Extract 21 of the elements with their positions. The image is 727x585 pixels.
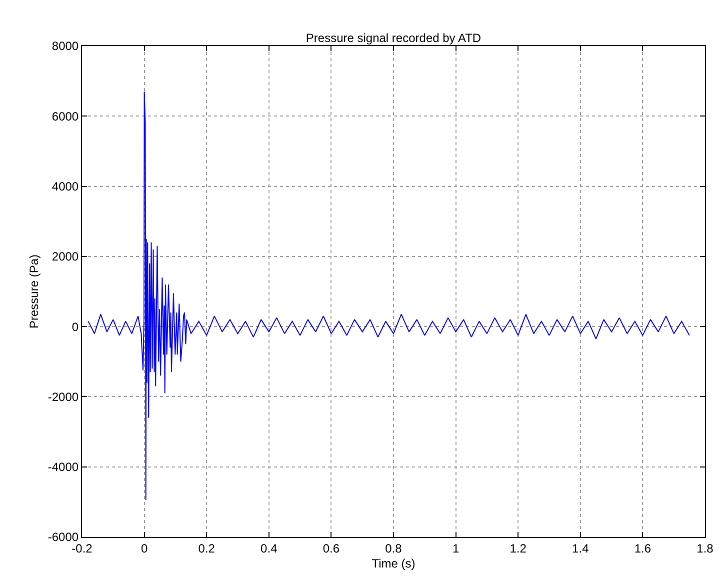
x-tick-label: 0.2 <box>198 541 216 556</box>
x-tick-label: 1.8 <box>696 541 714 556</box>
y-tick-label: 8000 <box>52 39 79 54</box>
y-tick-label: 6000 <box>52 109 79 124</box>
y-axis-title: Pressure (Pa) <box>27 254 42 329</box>
y-tick-label: 2000 <box>52 250 79 264</box>
chart-title: Pressure signal recorded by ATD <box>306 31 482 45</box>
y-tick-label: 0 <box>72 320 79 334</box>
x-axis-title: Time (s) <box>372 556 416 570</box>
x-tick-label: 0.4 <box>260 541 278 556</box>
line-series <box>88 91 690 501</box>
x-tick-label: 1.6 <box>634 541 652 556</box>
x-tick-label: 1.4 <box>572 541 590 556</box>
x-tick-label: 1 <box>452 541 460 556</box>
x-tick-label: 0 <box>140 541 148 556</box>
x-tick-label: 0.8 <box>385 541 402 556</box>
y-tick-label: -2000 <box>48 390 79 404</box>
y-tick-label: -4000 <box>48 460 79 474</box>
x-tick-label: 0.6 <box>322 541 340 556</box>
y-tick-label: 4000 <box>52 179 79 194</box>
x-tick-label: 1.2 <box>510 541 527 556</box>
